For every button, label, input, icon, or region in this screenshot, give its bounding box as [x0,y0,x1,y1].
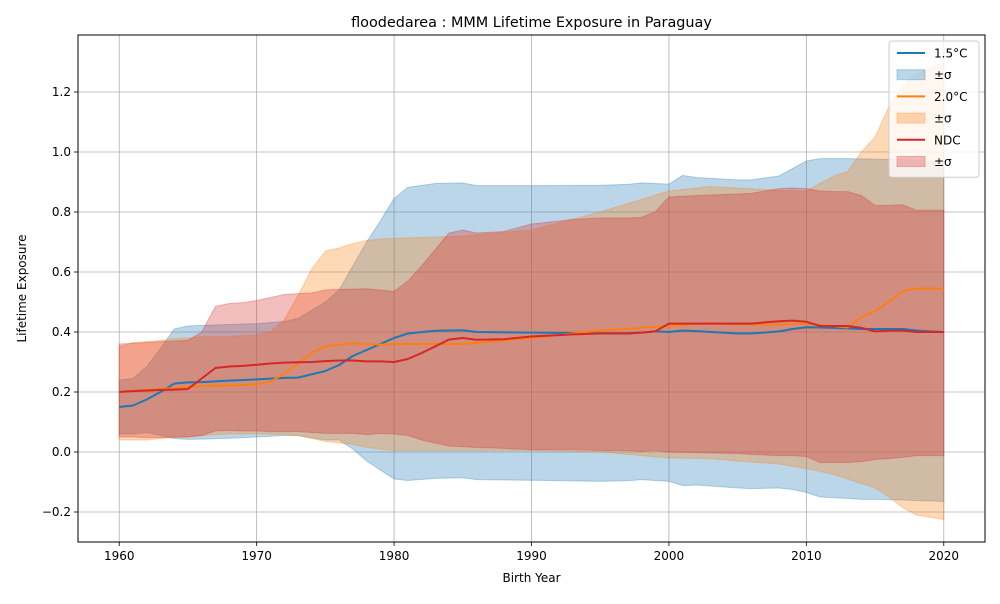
x-axis-label: Birth Year [502,571,560,585]
y-tick-label: 0.2 [52,385,71,399]
bands [118,61,945,521]
chart-title: floodedarea : MMM Lifetime Exposure in P… [351,15,712,31]
legend-label: 1.5°C [934,47,967,61]
y-tick-label: 1.0 [52,145,71,159]
y-tick-label: 0.4 [52,325,71,339]
line-2-0c [119,287,944,393]
y-tick-label: −0.2 [42,505,71,519]
legend: 1.5°C ±σ 2.0°C ±σ NDC ±σ [888,40,980,178]
legend-band-swatch [896,112,926,124]
y-tick-label: 0.8 [52,205,71,219]
band-1-5c [118,158,945,503]
legend-label: ±σ [934,68,952,82]
x-tick-label: 1980 [379,549,410,563]
legend-label: ±σ [934,112,952,126]
y-tick-label: 1.2 [52,85,71,99]
y-tick-label: 0.0 [52,445,71,459]
legend-label: NDC [934,133,961,147]
x-tick-label: 2020 [928,549,959,563]
y-axis-label: Lifetime Exposure [15,234,29,342]
line-ndc [119,319,944,393]
legend-band-swatch [896,156,926,167]
band-2-0c [118,61,945,521]
series-lines [119,287,944,408]
x-tick-label: 2000 [654,549,685,563]
legend-band-swatch [896,69,926,81]
line-1-5c [119,326,944,408]
legend-label: ±σ [934,155,952,169]
legend-box [888,40,980,178]
x-tick-label: 2010 [791,549,822,563]
x-tick-label: 1960 [104,549,135,563]
legend-label: 2.0°C [934,90,967,104]
x-tick-label: 1990 [516,549,547,563]
axis-ticks: 1960 1970 1980 1990 2000 2010 2020 −0.2 0.0 0.2 0.… [42,85,959,563]
y-tick-label: 0.6 [52,265,71,279]
x-tick-label: 1970 [241,549,272,563]
band-ndc [118,187,945,463]
